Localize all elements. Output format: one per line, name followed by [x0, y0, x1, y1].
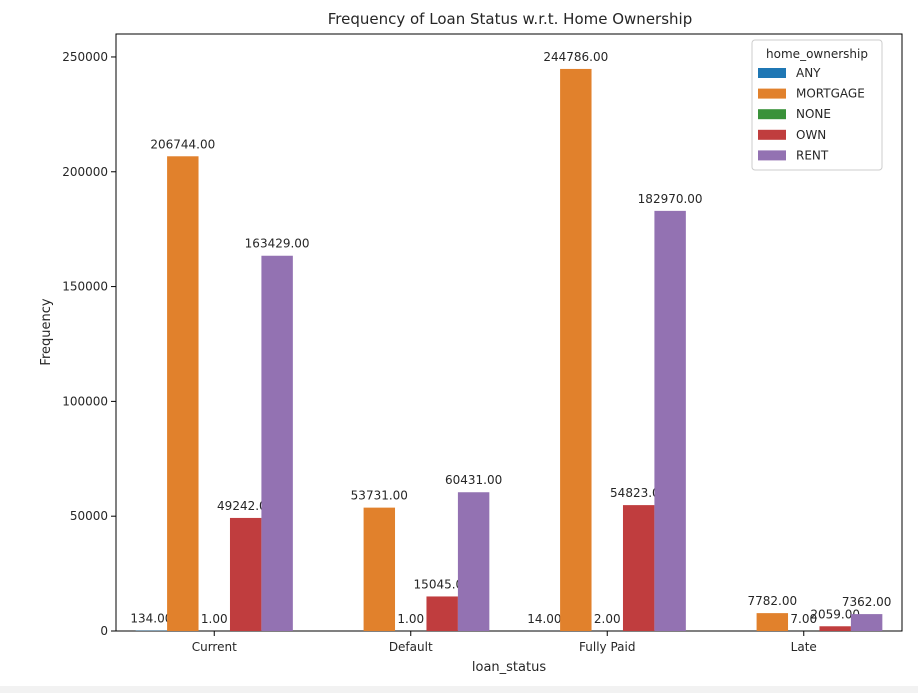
legend-swatch	[758, 68, 786, 78]
y-tick-label: 100000	[62, 394, 108, 408]
y-tick-label: 250000	[62, 50, 108, 64]
y-axis-label: Frequency	[39, 298, 54, 365]
y-tick-label: 0	[100, 624, 108, 638]
legend-swatch	[758, 88, 786, 99]
bar	[229, 517, 262, 631]
data-label: 182970.00	[638, 192, 703, 206]
bar	[426, 596, 458, 631]
legend-label: OWN	[796, 128, 826, 142]
data-label: 54823.00	[610, 486, 667, 500]
legend-label: RENT	[796, 148, 829, 162]
data-label: 60431.00	[445, 473, 502, 487]
bar	[819, 626, 851, 631]
data-label: 1.00	[201, 612, 228, 626]
plot-frame	[115, 33, 903, 632]
legend-label: ANY	[796, 66, 821, 80]
bar	[654, 210, 686, 631]
legend-label: NONE	[796, 107, 831, 121]
x-axis-label: loan_status	[472, 660, 546, 675]
x-tick-label: Current	[192, 640, 237, 654]
bar	[560, 68, 592, 631]
data-label: 14.00	[527, 612, 561, 626]
data-label: 134.00	[130, 612, 172, 626]
bar	[363, 507, 396, 631]
y-tick-label: 50000	[70, 509, 108, 523]
legend-swatch	[758, 109, 786, 120]
chart-title: Frequency of Loan Status w.r.t. Home Own…	[328, 10, 692, 28]
data-label: 206744.00	[150, 137, 215, 151]
plot-area: 134.00 206744.00 1.00 49242.00 163429.00 5373…	[115, 33, 903, 632]
legend-swatch	[758, 129, 786, 140]
x-tick-label: Late	[791, 640, 817, 654]
data-label: 2059.00	[810, 607, 860, 621]
bar	[622, 505, 655, 631]
data-label: 53731.00	[351, 489, 408, 503]
legend-title: home_ownership	[766, 47, 868, 61]
y-tick-label: 200000	[62, 165, 108, 179]
y-tick-label: 150000	[62, 280, 108, 294]
data-label: 163429.00	[245, 237, 310, 251]
legend-label: MORTGAGE	[796, 87, 865, 101]
bar	[850, 614, 883, 631]
data-label: 1.00	[397, 612, 424, 626]
bar	[167, 156, 199, 631]
legend: home_ownership ANY MORTGAGE NONE OWN RENT	[751, 39, 883, 171]
data-label: 7.00	[790, 612, 817, 626]
bar	[756, 613, 789, 631]
bar	[261, 255, 293, 631]
x-tick-label: Default	[389, 640, 433, 654]
legend-swatch	[758, 150, 786, 161]
data-label: 49242.00	[217, 499, 274, 513]
data-label: 7782.00	[747, 594, 797, 608]
data-label: 2.00	[594, 612, 621, 626]
bottom-strip	[0, 686, 918, 693]
data-label: 15045.00	[414, 577, 471, 591]
x-tick-label: Fully Paid	[579, 640, 635, 654]
data-label: 7362.00	[842, 595, 892, 609]
bar	[457, 492, 490, 631]
data-label: 244786.00	[543, 50, 608, 64]
